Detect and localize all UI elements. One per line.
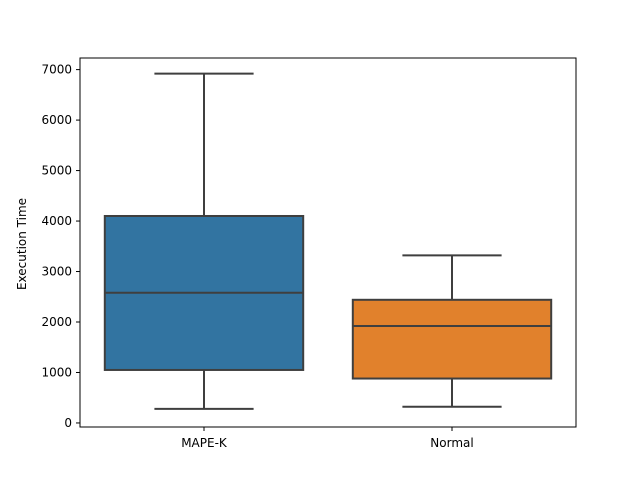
- y-tick-label: 5000: [41, 164, 72, 178]
- box-group-mape-k: [103, 72, 305, 410]
- y-tick-label: 4000: [41, 214, 72, 228]
- plot-area: [103, 72, 553, 410]
- y-tick-label: 1000: [41, 365, 72, 379]
- y-axis-label: Execution Time: [15, 198, 29, 290]
- x-tick-label: Normal: [430, 436, 473, 450]
- y-tick-label: 2000: [41, 315, 72, 329]
- axes: MAPE-K Normal 0 1000 2000 3000 4000 5000 6000 700…: [41, 57, 577, 450]
- y-tick-label: 0: [64, 416, 72, 430]
- y-tick-label: 3000: [41, 265, 72, 279]
- plot-frame: [79, 57, 577, 428]
- box-iqr: [351, 298, 553, 380]
- y-tick-label: 7000: [41, 63, 72, 77]
- x-tick-label: MAPE-K: [181, 436, 228, 450]
- y-tick-label: 6000: [41, 113, 72, 127]
- box-group-normal: [351, 254, 553, 408]
